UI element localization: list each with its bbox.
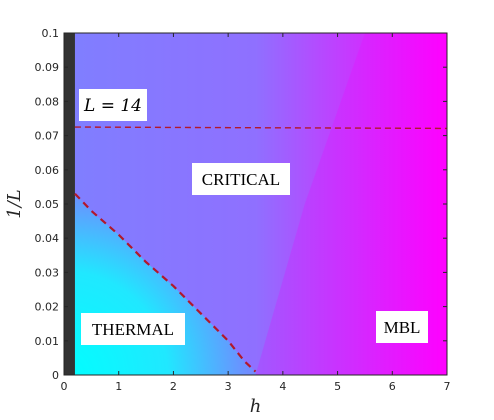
x-axis-title: h bbox=[250, 396, 262, 417]
region-label-thermal: THERMAL bbox=[81, 313, 185, 345]
y-axis-title: 1/L bbox=[4, 189, 25, 218]
critical-label-box bbox=[192, 163, 290, 195]
thermal-critical-boundary-line bbox=[74, 192, 257, 373]
mbl-label-box bbox=[376, 311, 428, 343]
y-tick-label: 0.08 bbox=[35, 95, 60, 108]
thermal-label: THERMAL bbox=[92, 320, 174, 339]
x-tick-label: 1 bbox=[115, 380, 122, 393]
y-tick-label: 0 bbox=[52, 369, 59, 382]
x-tick-label: 7 bbox=[444, 380, 451, 393]
system-size-line bbox=[74, 126, 447, 130]
x-tick-label: 3 bbox=[225, 380, 232, 393]
y-axis-ticks: 0 0.01 0.02 0.03 0.04 0.05 0.06 0.07 0.08 0.09 0.1 bbox=[35, 27, 447, 382]
y-tick-label: 0.01 bbox=[35, 335, 60, 348]
x-tick-label: 5 bbox=[334, 380, 341, 393]
series-layer bbox=[74, 126, 447, 373]
y-tick-label: 0.03 bbox=[35, 266, 60, 279]
x-tick-label: 0 bbox=[61, 380, 68, 393]
y-tick-label: 0.02 bbox=[35, 301, 60, 314]
y-tick-label: 0.09 bbox=[35, 61, 60, 74]
region-label-mbl: MBL bbox=[376, 311, 428, 343]
system-size-label: L = 14 bbox=[83, 96, 142, 116]
mbl-region bbox=[255, 33, 447, 375]
x-tick-label: 4 bbox=[279, 380, 286, 393]
y-tick-label: 0.04 bbox=[35, 232, 60, 245]
thermal-limit-bar bbox=[64, 33, 75, 375]
y-tick-label: 0.05 bbox=[35, 198, 60, 211]
annotation-system-size: L = 14 bbox=[79, 89, 147, 121]
y-tick-label: 0.06 bbox=[35, 164, 60, 177]
region-label-critical: CRITICAL bbox=[192, 163, 290, 195]
thermal-label-box bbox=[81, 313, 185, 345]
system-size-label-box bbox=[79, 89, 147, 121]
y-tick-label: 0.1 bbox=[42, 27, 60, 40]
x-axis-ticks: 0 1 2 3 4 5 6 7 bbox=[61, 33, 451, 393]
x-tick-label: 2 bbox=[170, 380, 177, 393]
critical-label: CRITICAL bbox=[202, 170, 280, 189]
x-tick-label: 6 bbox=[389, 380, 396, 393]
mbl-label: MBL bbox=[384, 318, 421, 337]
y-tick-label: 0.07 bbox=[35, 130, 60, 143]
